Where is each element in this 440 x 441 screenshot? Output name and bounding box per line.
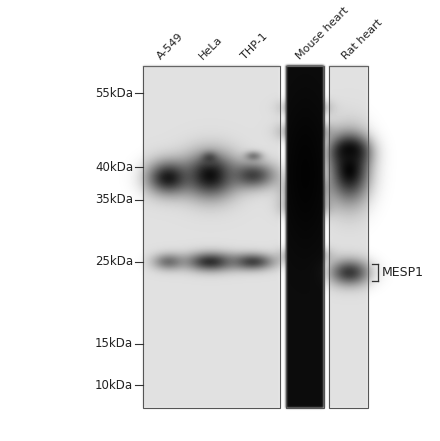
Text: 15kDa: 15kDa	[95, 337, 133, 351]
Text: 35kDa: 35kDa	[95, 194, 133, 206]
Text: HeLa: HeLa	[197, 35, 224, 62]
Text: 10kDa: 10kDa	[95, 378, 133, 392]
Text: THP-1: THP-1	[239, 32, 269, 62]
Text: MESP1: MESP1	[382, 266, 424, 279]
Bar	[286, 66, 324, 408]
Bar	[329, 66, 368, 408]
Text: Rat heart: Rat heart	[340, 18, 384, 62]
Text: 40kDa: 40kDa	[95, 161, 133, 174]
Text: A-549: A-549	[155, 32, 185, 62]
Bar	[143, 66, 280, 408]
Text: 25kDa: 25kDa	[95, 255, 133, 268]
Text: 55kDa: 55kDa	[95, 86, 133, 100]
Text: Mouse heart: Mouse heart	[294, 6, 350, 62]
